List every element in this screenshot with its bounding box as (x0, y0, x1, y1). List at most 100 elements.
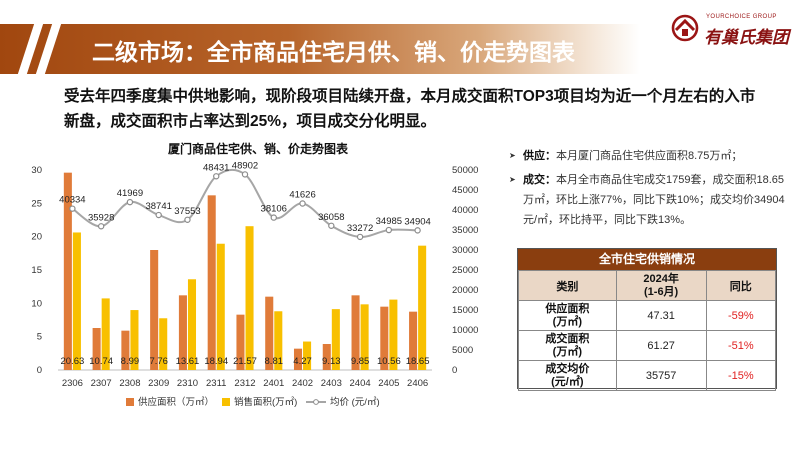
price-data-label: 33272 (347, 223, 373, 234)
supply-bar (351, 295, 360, 370)
supply-bar (178, 295, 187, 370)
column-header: 类别 (518, 270, 617, 301)
price-data-label: 38741 (145, 201, 171, 212)
supply-bar (121, 330, 130, 370)
price-point (69, 205, 76, 212)
row-yoy: -15% (705, 360, 777, 391)
x-tick-label: 2311 (206, 378, 226, 389)
x-tick-label: 2404 (350, 378, 371, 389)
legend-sales-label: 销售面积(万㎡) (234, 396, 297, 408)
price-data-label: 41626 (289, 189, 315, 200)
y-right-tick-label: 10000 (452, 325, 478, 336)
sales-bar (216, 243, 225, 370)
y-left-tick-label: 30 (31, 165, 42, 176)
sales-data-label: 7.76 (149, 356, 168, 367)
supply-bar (380, 306, 389, 370)
price-point (299, 200, 306, 207)
note-supply: ➤ 供应：本月厦门商品住宅供应面积8.75万㎡； (509, 146, 789, 166)
row-value: 47.31 (615, 300, 707, 331)
legend-sales-swatch (222, 398, 230, 406)
sales-bar (101, 298, 110, 370)
price-data-label: 48902 (232, 160, 258, 171)
logo-subtitle: YOURCHOICE GROUP (706, 14, 777, 20)
supply-bar (236, 314, 245, 370)
y-right-tick-label: 45000 (452, 185, 478, 196)
note-label: 成交： (523, 174, 556, 186)
price-data-label: 48431 (203, 162, 229, 173)
price-point (414, 227, 421, 234)
supply-bar (63, 172, 72, 370)
notes-panel: ➤ 供应：本月厦门商品住宅供应面积8.75万㎡； ➤ 成交：本月全市商品住宅成交… (509, 146, 789, 234)
y-right-tick-label: 0 (452, 365, 457, 376)
y-right-tick-label: 40000 (452, 205, 478, 216)
legend-price-marker (313, 399, 319, 405)
logo-name: 有巢氏集团 (704, 28, 789, 47)
price-point (385, 226, 393, 234)
y-right-tick-label: 25000 (452, 265, 478, 276)
x-tick-label: 2310 (177, 378, 198, 389)
company-logo: YOURCHOICE GROUP 有巢氏集团 (670, 6, 795, 47)
sales-data-label: 20.63 (60, 356, 84, 367)
price-point (241, 171, 249, 178)
y-left-tick-label: 15 (31, 265, 42, 276)
y-right-tick-label: 35000 (452, 225, 478, 236)
arrow-bullet-icon: ➤ (509, 151, 516, 160)
y-right-tick-label: 20000 (452, 285, 478, 296)
sales-data-label: 10.74 (89, 356, 113, 367)
price-data-label: 36058 (318, 212, 344, 223)
price-data-label: 34985 (376, 216, 402, 227)
logo-emblem-icon (671, 14, 699, 42)
x-tick-label: 2403 (321, 378, 342, 389)
x-tick-label: 2406 (407, 378, 428, 389)
row-category: 供应面积 (万㎡) (518, 300, 617, 331)
price-point (328, 222, 335, 229)
y-left-tick-label: 0 (37, 365, 42, 376)
sales-bar (72, 232, 81, 370)
y-right-tick-label: 15000 (452, 305, 478, 316)
x-tick-label: 2308 (119, 378, 140, 389)
sales-data-label: 8.99 (121, 356, 140, 367)
table-title: 全市住宅供销情况 (518, 249, 776, 270)
table-row: 供应面积 (万㎡) 47.31 -59% (518, 300, 777, 331)
supply-bar (207, 195, 216, 370)
column-header: 2024年 (1-6月) (615, 270, 707, 301)
sales-bar (187, 279, 197, 370)
x-tick-label: 2402 (292, 378, 313, 389)
table-row: 成交均价 (元/㎡) 35757 -15% (518, 360, 777, 391)
note-sales: ➤ 成交：本月全市商品住宅成交1759套，成交面积18.65万㎡，环比上涨77%… (509, 170, 789, 230)
sales-data-label: 10.56 (377, 356, 401, 367)
y-left-tick-label: 10 (31, 298, 42, 309)
sales-bar (389, 299, 398, 370)
column-header: 同比 (705, 270, 777, 301)
row-yoy: -59% (705, 300, 777, 331)
supply-bar (409, 311, 418, 370)
table-row: 成交面积 (万㎡) 61.27 -51% (518, 330, 777, 361)
supply-bar (265, 296, 274, 370)
sales-bar (360, 304, 369, 370)
legend-price-label: 均价 (元/㎡) (330, 396, 380, 408)
sales-bar (303, 341, 312, 370)
row-category: 成交均价 (元/㎡) (518, 360, 617, 391)
x-tick-label: 2309 (148, 378, 169, 389)
y-left-tick-label: 5 (37, 332, 42, 343)
price-point (184, 216, 191, 223)
sales-data-label: 9.85 (351, 356, 370, 367)
y-left-tick-label: 20 (31, 232, 42, 243)
x-tick-label: 2401 (263, 378, 284, 389)
sales-data-label: 4.27 (293, 356, 312, 367)
sales-data-label: 21.57 (233, 356, 257, 367)
y-left-tick-label: 25 (31, 198, 42, 209)
y-right-tick-label: 50000 (452, 165, 478, 176)
arrow-bullet-icon: ➤ (509, 175, 516, 184)
supply-bar (293, 348, 303, 370)
page-title: 二级市场：全市商品住宅月供、销、价走势图表 (92, 39, 575, 65)
sales-bar (245, 226, 254, 370)
sales-bar (418, 245, 427, 370)
price-point (270, 214, 277, 221)
note-label: 供应： (523, 150, 556, 162)
chart-title: 厦门商品住宅供、销、价走势图表 (168, 141, 349, 156)
supply-sales-price-chart: 厦门商品住宅供、销、价走势图表 0 5 10 15 20 25 30 0 5000 10000 15… (31, 141, 478, 408)
note-text: 本月厦门商品住宅供应面积8.75万㎡； (556, 150, 743, 162)
table-header-row: 类别 2024年 (1-6月) 同比 (518, 270, 777, 301)
